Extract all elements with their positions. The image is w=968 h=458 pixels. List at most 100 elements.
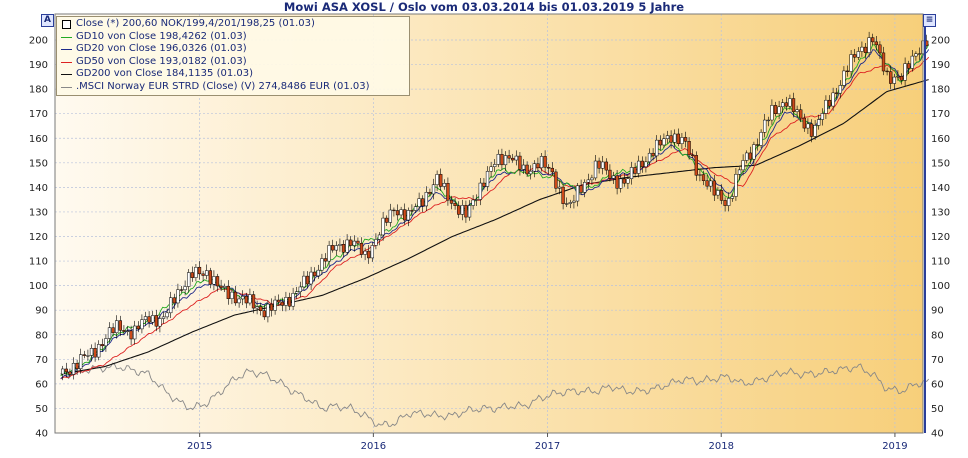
candle-down	[251, 294, 256, 309]
candle-down	[449, 199, 454, 204]
candle-up	[431, 184, 436, 195]
candle-down	[500, 154, 504, 166]
legend-label: .MSCI Norway EUR STRD (Close) (V) 274,84…	[76, 80, 370, 92]
series-line-gd10	[60, 44, 930, 377]
candle-down	[482, 182, 486, 187]
y-tick-label-right: 100	[931, 281, 950, 292]
chart-title: Mowi ASA XOSL / Oslo vom 03.03.2014 bis …	[283, 0, 685, 14]
candle-up	[910, 55, 914, 69]
candle-up	[143, 316, 148, 320]
candle-up	[680, 137, 684, 145]
chart-mode-button[interactable]: A	[41, 14, 54, 27]
candle-down	[197, 266, 202, 275]
candle-down	[554, 171, 558, 189]
candle-up	[86, 355, 90, 357]
candle-up	[629, 167, 634, 179]
candle-down	[403, 209, 407, 221]
candle-down	[244, 296, 248, 304]
y-tick-label-right: 160	[931, 134, 950, 145]
gd50-swatch	[61, 61, 72, 63]
candle-up	[575, 185, 580, 202]
candle-up	[302, 275, 306, 288]
candle-up	[169, 297, 173, 314]
candle-up	[460, 205, 464, 215]
candle-down	[622, 178, 626, 184]
candle-up	[806, 123, 810, 129]
gd20-swatch	[61, 49, 72, 51]
legend-label: Close (*) 200,60 NOK/199,4/201/198,25 (0…	[76, 18, 315, 29]
y-tick-label-right: 190	[931, 60, 950, 71]
candle-up	[345, 239, 349, 253]
candle-up	[79, 354, 83, 369]
y-tick-label-right: 130	[931, 207, 950, 218]
candle-down	[871, 37, 875, 43]
candle-down	[111, 327, 115, 334]
y-tick-label: 160	[29, 134, 48, 145]
x-tick-label: 2018	[709, 441, 734, 452]
candle-up	[709, 180, 713, 187]
candle-down	[604, 161, 608, 171]
candle-up	[741, 160, 745, 171]
candle-up	[673, 133, 677, 143]
candle-up	[187, 272, 191, 287]
candle-up	[388, 209, 392, 223]
candlestick-icon	[62, 20, 71, 29]
legend-label: GD20 von Close 196,0326 (01.03)	[76, 43, 247, 55]
y-tick-label: 150	[29, 158, 48, 169]
candle-down	[68, 371, 72, 375]
candle-up	[485, 171, 490, 187]
candle-down	[457, 205, 461, 215]
candle-up	[820, 113, 824, 120]
candle-up	[496, 154, 500, 165]
candle-up	[637, 160, 641, 174]
y-tick-label: 190	[29, 60, 48, 71]
candle-down	[802, 117, 806, 129]
candle-up	[316, 269, 320, 277]
candle-down	[907, 63, 911, 69]
candle-up	[745, 152, 749, 161]
candle-up	[644, 161, 648, 168]
candle-down	[784, 102, 788, 107]
x-tick-label: 2015	[187, 441, 212, 452]
candle-up	[557, 186, 562, 189]
candle-down	[691, 154, 695, 156]
candle-up	[151, 315, 155, 323]
candle-up	[97, 344, 101, 358]
candle-down	[507, 155, 511, 159]
candle-up	[752, 144, 756, 160]
menu-icon[interactable]: ≡	[923, 14, 936, 27]
candle-up	[334, 245, 338, 251]
y-tick-label: 40	[35, 429, 48, 440]
candle-up	[842, 70, 846, 86]
candle-down	[835, 92, 839, 94]
candle-down	[694, 155, 698, 176]
y-tick-label-right: 180	[931, 85, 950, 96]
candle-down	[615, 175, 619, 189]
candle-up	[593, 160, 598, 179]
candle-up	[493, 164, 497, 168]
candle-down	[809, 123, 814, 137]
y-tick-label: 60	[35, 379, 48, 390]
legend-item-close: Close (*) 200,60 NOK/199,4/201/198,25 (0…	[60, 18, 406, 31]
candle-up	[241, 296, 245, 300]
candle-down	[305, 275, 310, 285]
candle-up	[205, 270, 209, 276]
candle-up	[194, 266, 198, 278]
candle-up	[838, 85, 842, 94]
candle-up	[892, 76, 896, 84]
candle-down	[885, 70, 889, 73]
candle-up	[381, 217, 385, 236]
candle-down	[323, 258, 328, 262]
candle-up	[295, 291, 299, 294]
candle-down	[172, 297, 176, 304]
candle-up	[471, 199, 475, 206]
candle-up	[590, 177, 594, 181]
candle-down	[179, 289, 184, 291]
candle-down	[874, 41, 878, 46]
candle-down	[313, 271, 317, 277]
y-tick-label-right: 60	[931, 379, 944, 390]
candle-down	[122, 330, 126, 332]
candle-up	[89, 348, 94, 356]
y-tick-label-right: 90	[931, 306, 944, 317]
y-tick-label-right: 150	[931, 158, 950, 169]
